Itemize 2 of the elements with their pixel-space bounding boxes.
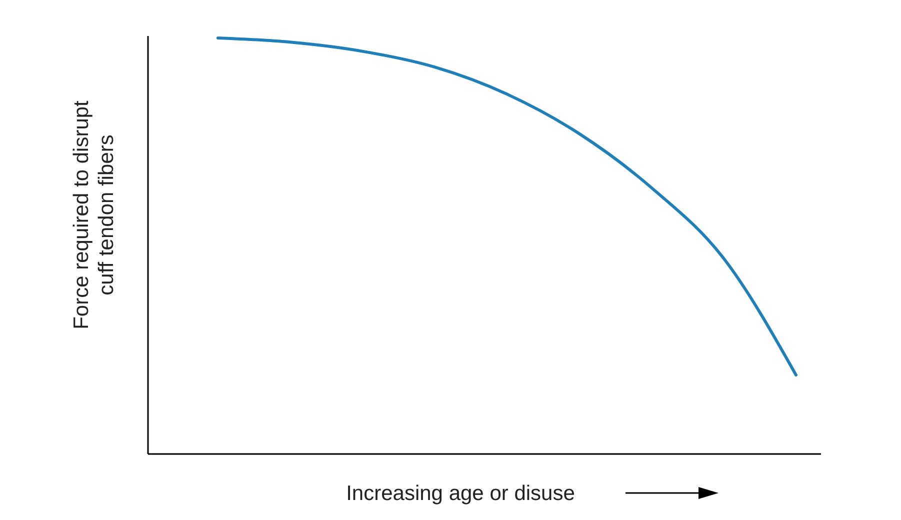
x-axis-title: Increasing age or disuse (346, 482, 575, 505)
y-axis-title: Force required to disrupt cuff tendon fibers (70, 100, 118, 330)
